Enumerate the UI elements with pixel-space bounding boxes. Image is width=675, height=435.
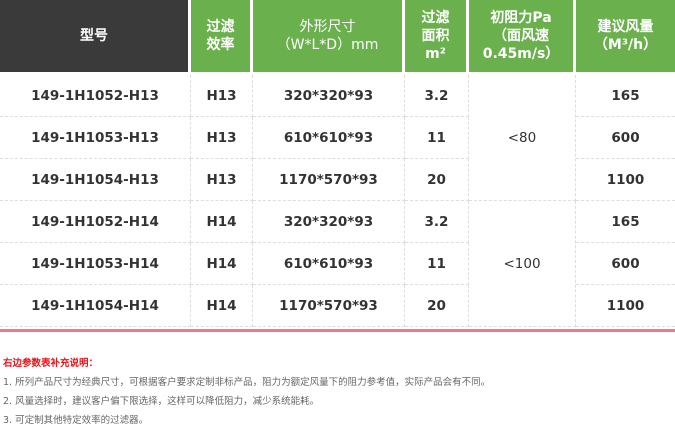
header-area: 过滤 面积 m² — [405, 0, 469, 72]
header-model: 型号 — [0, 0, 191, 72]
resistance-cell: <80 — [469, 75, 576, 201]
dimensions-cell: 610*610*93 — [253, 243, 405, 285]
efficiency-cell: H14 — [191, 201, 253, 243]
model-cell: 149-1H1053-H14 — [0, 243, 191, 285]
airflow-cell: 165 — [576, 201, 675, 243]
table-row: 149-1H1052-H13 H13 320*320*93 3.2 <80 165 — [0, 75, 675, 201]
area-cell: 3.2 — [405, 75, 469, 117]
dimensions-cell: 320*320*93 — [253, 201, 405, 243]
header-airflow: 建议风量 （M³/h） — [576, 0, 675, 72]
area-cell: 11 — [405, 243, 469, 285]
efficiency-cell: H14 — [191, 285, 253, 327]
table-row: 149-1H1053-H13 H13 610*610*93 11 600 — [0, 117, 675, 159]
table-row: 149-1H1054-H13 H13 1170*570*93 20 1100 — [0, 159, 675, 201]
dimensions-cell: 1170*570*93 — [253, 285, 405, 327]
dimensions-cell: 320*320*93 — [253, 75, 405, 117]
header-dimensions: 外形尺寸 （W*L*D）mm — [253, 0, 405, 72]
note-item: 1. 所列产品尺寸为经典尺寸，可根据客户要求定制非标产品，阻力为额定风量下的阻力… — [3, 377, 491, 388]
dimensions-cell: 610*610*93 — [253, 117, 405, 159]
efficiency-cell: H14 — [191, 243, 253, 285]
header-efficiency: 过滤 效率 — [191, 0, 253, 72]
table-row: 149-1H1054-H14 H14 1170*570*93 20 1100 — [0, 285, 675, 327]
model-cell: 149-1H1054-H13 — [0, 159, 191, 201]
area-cell: 20 — [405, 159, 469, 201]
efficiency-cell: H13 — [191, 159, 253, 201]
model-cell: 149-1H1053-H13 — [0, 117, 191, 159]
dimensions-cell: 1170*570*93 — [253, 159, 405, 201]
notes-title: 右边参数表补充说明： — [3, 358, 99, 369]
table-row: 149-1H1053-H14 H14 610*610*93 11 600 — [0, 243, 675, 285]
divider-line — [0, 329, 675, 332]
resistance-cell: <100 — [469, 201, 576, 327]
airflow-cell: 165 — [576, 75, 675, 117]
airflow-cell: 1100 — [576, 159, 675, 201]
model-cell: 149-1H1052-H14 — [0, 201, 191, 243]
note-item: 3. 可定制其他特定效率的过滤器。 — [3, 415, 149, 426]
area-cell: 3.2 — [405, 201, 469, 243]
spec-table: 型号 过滤 效率 外形尺寸 （W*L*D）mm 过滤 面积 m² 初阻力Pa （… — [0, 0, 675, 327]
efficiency-cell: H13 — [191, 117, 253, 159]
model-cell: 149-1H1052-H13 — [0, 75, 191, 117]
note-item: 2. 风量选择时，建议客户偏下限选择，这样可以降低阻力，减少系统能耗。 — [3, 396, 320, 407]
notes: 右边参数表补充说明： 1. 所列产品尺寸为经典尺寸，可根据客户要求定制非标产品，… — [3, 354, 490, 430]
airflow-cell: 600 — [576, 243, 675, 285]
area-cell: 20 — [405, 285, 469, 327]
airflow-cell: 600 — [576, 117, 675, 159]
model-cell: 149-1H1054-H14 — [0, 285, 191, 327]
area-cell: 11 — [405, 117, 469, 159]
airflow-cell: 1100 — [576, 285, 675, 327]
header-resistance: 初阻力Pa （面风速 0.45m/s） — [469, 0, 576, 72]
table-row: 149-1H1052-H14 H14 320*320*93 3.2 <100 165 — [0, 201, 675, 327]
efficiency-cell: H13 — [191, 75, 253, 117]
